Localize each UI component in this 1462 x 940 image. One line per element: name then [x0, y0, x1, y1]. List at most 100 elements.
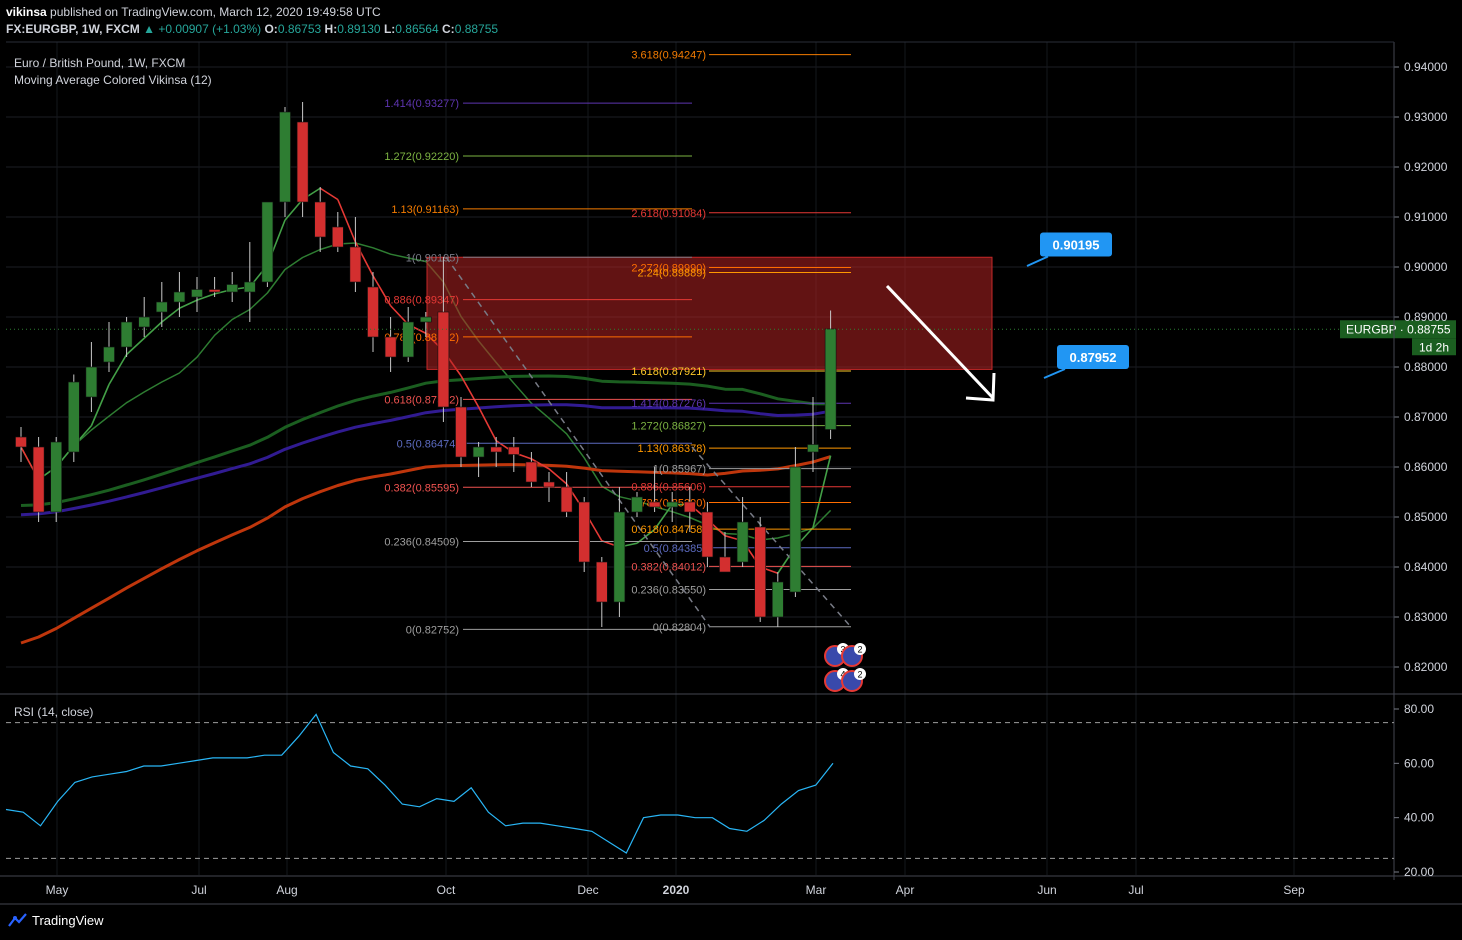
- colored-ma-segment: [372, 275, 392, 307]
- callout-label: 0.87952: [1070, 350, 1117, 365]
- candle-body: [261, 201, 274, 283]
- event-badge: 2: [841, 668, 866, 692]
- candle-body: [331, 226, 344, 248]
- candle-body: [631, 496, 643, 513]
- candle: [648, 467, 661, 512]
- fib-ext-label: 2.272(0.89990): [631, 263, 706, 275]
- rsi-y-tick-label: 20.00: [1404, 865, 1434, 879]
- candle: [472, 442, 485, 477]
- rsi-y-tick-label: 60.00: [1404, 756, 1434, 770]
- author-name[interactable]: vikinsa: [6, 5, 47, 19]
- close-value: 0.88755: [454, 22, 499, 36]
- candle: [138, 297, 150, 337]
- colored-ma-segment: [460, 375, 480, 408]
- candle-body: [314, 201, 327, 238]
- colored-ma-segment: [812, 455, 832, 528]
- candle-body: [807, 444, 819, 453]
- candle: [173, 272, 186, 317]
- candle: [719, 532, 731, 573]
- candle-body: [648, 501, 661, 508]
- candle: [85, 342, 98, 412]
- candle: [543, 472, 555, 502]
- fib-ext-label: 3.618(0.94247): [631, 50, 706, 62]
- x-tick-label: Aug: [276, 883, 297, 897]
- target-zone: [426, 256, 993, 370]
- candle: [349, 217, 362, 292]
- colored-ma-segment: [143, 321, 163, 339]
- x-tick-label: Oct: [437, 883, 456, 897]
- colored-ma-segment: [161, 307, 180, 323]
- colored-ma-segment: [196, 293, 215, 301]
- candle: [771, 572, 784, 627]
- x-tick-label: May: [46, 883, 69, 897]
- candle: [419, 312, 432, 337]
- arrow-head-icon: [965, 372, 996, 402]
- fib-level-label: 0.886(0.89347): [384, 295, 459, 307]
- fib-ext-label: 0.618(0.84758): [631, 524, 706, 536]
- candle-body: [384, 336, 397, 358]
- colored-ma-segment: [90, 384, 110, 427]
- candle-body: [613, 511, 626, 603]
- candle: [103, 322, 115, 372]
- candle-body: [701, 511, 714, 558]
- candle-body: [543, 481, 555, 488]
- candle: [789, 447, 802, 597]
- badge-count: 4: [840, 670, 845, 680]
- candle-body: [15, 436, 27, 448]
- close-label: C:: [442, 22, 455, 36]
- change-up-icon: ▲: [143, 22, 156, 36]
- candle: [402, 307, 415, 362]
- fib-ext-label: 2.24(0.89889): [638, 268, 707, 280]
- candle-body: [226, 284, 238, 293]
- indicator-legend[interactable]: Moving Average Colored Vikinsa (12): [14, 73, 212, 87]
- x-tick-label: Jun: [1037, 883, 1056, 897]
- y-tick-label: 0.88000: [1404, 360, 1448, 374]
- candle: [314, 187, 327, 252]
- candle: [226, 272, 238, 302]
- badge-count-bg: [854, 668, 866, 680]
- instrument-legend[interactable]: Euro / British Pound, 1W, FXCM: [14, 56, 186, 70]
- high-value: 0.89130: [337, 22, 381, 36]
- callout-label: 0.90195: [1053, 238, 1100, 253]
- candle-body: [578, 501, 591, 563]
- low-value: 0.86564: [395, 22, 439, 36]
- colored-ma-segment: [337, 199, 357, 243]
- y-tick-label: 0.90000: [1404, 260, 1448, 274]
- candle-body: [754, 526, 767, 618]
- trend-line-dashed: [445, 256, 711, 628]
- candle-body: [138, 316, 150, 328]
- rsi-legend[interactable]: RSI (14, close): [14, 705, 94, 719]
- badge-count: 3: [840, 645, 845, 655]
- fib-level-label: 0.382(0.85595): [384, 482, 459, 494]
- fib-ext-label: 0.236(0.83550): [631, 585, 706, 597]
- callout-box: [1057, 345, 1129, 369]
- candle-body: [771, 581, 784, 618]
- candle: [455, 397, 467, 467]
- fib-level-label: 0.5(0.86474): [397, 438, 459, 450]
- symbol-label: FX:EURGBP, 1W, FXCM: [6, 22, 140, 36]
- event-badge: 2: [841, 643, 866, 667]
- rsi-y-tick-label: 80.00: [1404, 702, 1434, 716]
- y-tick-label: 0.86000: [1404, 460, 1448, 474]
- candle: [367, 272, 379, 352]
- colored-ma-segment: [390, 305, 409, 326]
- candle-body: [455, 406, 467, 458]
- y-tick-label: 0.94000: [1404, 60, 1448, 74]
- callout-pointer: [1043, 368, 1066, 379]
- fib-level-label: 0.236(0.84509): [384, 537, 459, 549]
- candle: [736, 497, 749, 567]
- colored-ma-segment: [548, 468, 568, 485]
- badge-count: 2: [857, 670, 862, 680]
- candle: [683, 487, 696, 532]
- fib-ext-label: 0(0.82804): [653, 622, 706, 634]
- footer-brand[interactable]: TradingView: [8, 912, 104, 928]
- candle: [754, 517, 767, 622]
- fib-ext-label: 1(0.85967): [653, 464, 706, 476]
- candle-body: [120, 321, 133, 348]
- colored-ma-segment: [126, 337, 145, 356]
- open-value: 0.86753: [277, 22, 322, 36]
- moving-average-line: [20, 455, 832, 645]
- candle-body: [595, 561, 608, 603]
- colored-ma-segment: [653, 504, 673, 530]
